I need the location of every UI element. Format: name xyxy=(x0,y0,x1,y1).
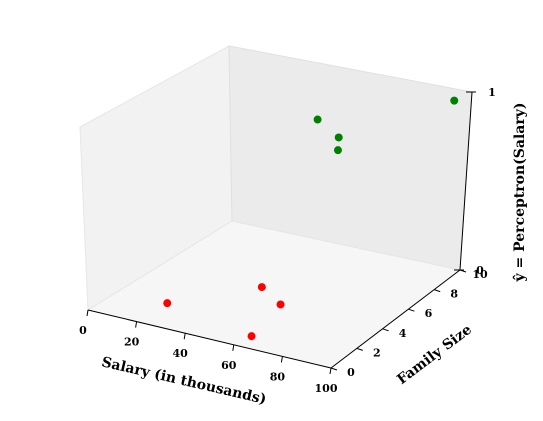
y-tick-mark xyxy=(434,289,441,293)
y-tick-label: 2 xyxy=(373,346,381,359)
x-tick-label: 80 xyxy=(270,370,286,383)
data-point-class-1 xyxy=(334,133,343,142)
z-axis-line xyxy=(459,91,473,271)
y-tick-mark xyxy=(408,308,415,312)
x-tick-mark xyxy=(183,333,186,340)
x-tick-label: 20 xyxy=(124,336,140,349)
x-tick-label: 60 xyxy=(221,359,237,372)
y-axis-line xyxy=(330,269,461,369)
x-axis-label: Salary (in thousands) xyxy=(100,354,268,408)
y-tick-mark xyxy=(356,347,363,351)
x-axis-line xyxy=(87,309,332,369)
x-tick-label: 40 xyxy=(173,347,189,360)
x-tick-label: 100 xyxy=(315,382,338,395)
points-layer xyxy=(163,96,459,341)
y-tick-mark xyxy=(330,367,338,371)
z-tick-label: 0 xyxy=(476,264,484,277)
data-point-class-1 xyxy=(313,115,322,124)
x-tick-mark xyxy=(329,367,332,375)
x-tick-mark xyxy=(86,309,89,317)
x-tick-mark xyxy=(135,321,138,328)
y-tick-label: 8 xyxy=(450,288,458,301)
data-point-class-0 xyxy=(276,300,285,309)
y-tick-mark xyxy=(382,328,389,332)
z-tick-label: 1 xyxy=(488,86,496,99)
data-point-class-1 xyxy=(333,146,342,155)
x-tick-mark xyxy=(232,344,235,351)
data-point-class-1 xyxy=(450,96,459,105)
data-point-class-0 xyxy=(257,283,266,292)
x-tick-label: 0 xyxy=(79,324,87,337)
y-tick-label: 0 xyxy=(347,366,355,379)
y-tick-label: 4 xyxy=(399,327,407,340)
z-axis-label: ŷ = Perceptron(Salary) xyxy=(511,103,528,283)
x-tick-mark xyxy=(280,356,283,363)
y-tick-label: 10 xyxy=(472,268,488,281)
y-tick-label: 6 xyxy=(425,307,433,320)
data-point-class-0 xyxy=(247,332,256,341)
data-point-class-0 xyxy=(163,299,172,308)
